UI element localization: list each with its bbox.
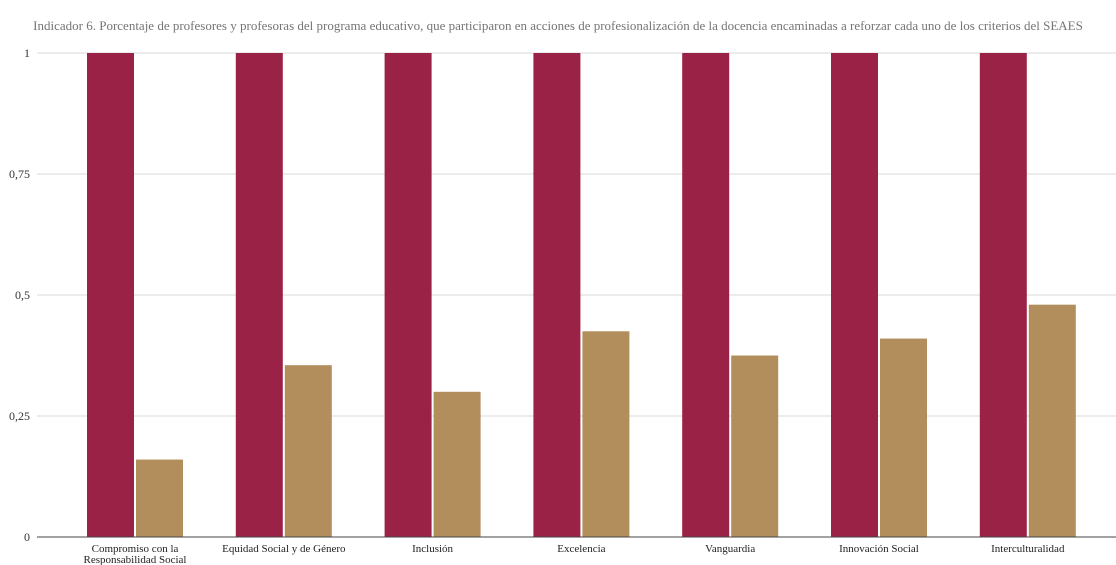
x-category-label: Equidad Social y de Género	[222, 543, 346, 555]
x-category-label: Vanguardia	[705, 543, 755, 555]
y-tick-label: 0,25	[9, 409, 30, 423]
chart-title: Indicador 6. Porcentaje de profesores y …	[33, 18, 1083, 33]
bar-series-a	[533, 53, 581, 537]
bar-series-b	[880, 338, 927, 537]
bar-series-a	[235, 53, 283, 537]
bar-series-a	[87, 53, 134, 537]
x-category-label: Interculturalidad	[991, 543, 1065, 555]
x-category-label-line: Inclusión	[412, 543, 453, 555]
bar-series-a	[831, 53, 878, 537]
x-category-label-line: Excelencia	[557, 543, 605, 555]
y-tick-label: 0	[24, 530, 30, 544]
x-category-label-line: Responsabilidad Social	[84, 554, 187, 565]
x-category-label: Compromiso con la Responsabilidad Social	[84, 543, 187, 565]
x-category-label-line: Vanguardia	[705, 543, 755, 555]
bar-series-b	[582, 331, 630, 537]
y-tick-label: 0,75	[9, 167, 30, 181]
bars	[87, 53, 1076, 537]
x-category-label: Innovación Social	[839, 543, 919, 555]
x-category-label-line: Equidad Social y de Género	[222, 543, 346, 555]
bar-series-a	[384, 53, 432, 537]
y-tick-label: 1	[24, 46, 30, 60]
bar-series-b	[284, 365, 332, 537]
bar-series-b	[433, 391, 481, 537]
y-axis-ticks: 0 0,25 0,5 0,75 1	[9, 46, 30, 544]
x-category-label: Excelencia	[557, 543, 605, 555]
bar-series-a	[979, 53, 1027, 537]
x-category-label-line: Compromiso con la	[92, 543, 179, 555]
x-category-label-line: Innovación Social	[839, 543, 919, 555]
y-tick-label: 0,5	[15, 288, 30, 302]
x-category-label-line: Interculturalidad	[991, 543, 1065, 555]
bar-series-b	[1028, 304, 1076, 537]
x-category-label: Inclusión	[412, 543, 453, 555]
x-axis-categories: Compromiso con la Responsabilidad Social E…	[84, 543, 1065, 565]
bar-series-b	[136, 459, 183, 537]
bar-series-a	[682, 53, 730, 537]
bar-series-b	[731, 355, 779, 537]
